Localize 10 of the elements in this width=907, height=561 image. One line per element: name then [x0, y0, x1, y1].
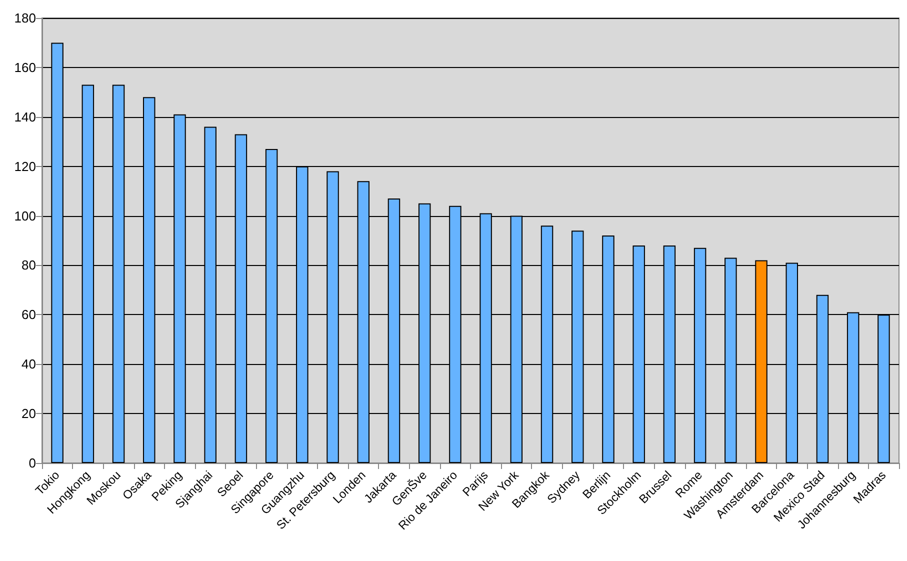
y-tick-label: 80: [22, 258, 36, 273]
y-tick-label: 20: [22, 406, 36, 422]
y-tick-label: 60: [22, 307, 36, 322]
y-tick-label: 0: [28, 456, 36, 470]
y-tick-label: 100: [14, 208, 36, 224]
y-tick-label: 140: [14, 109, 36, 124]
y-tick-label: 120: [14, 158, 36, 174]
y-tick-label: 180: [14, 10, 36, 26]
y-tick-label: 40: [22, 356, 36, 372]
y-tick-label: 160: [14, 60, 36, 75]
